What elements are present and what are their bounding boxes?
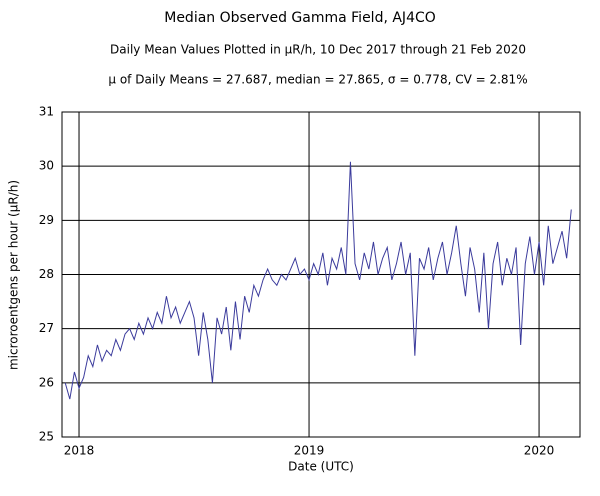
x-axis-label: Date (UTC) [288, 460, 354, 474]
chart-subtitle: Daily Mean Values Plotted in μR/h, 10 De… [110, 43, 526, 57]
y-tick-label: 26 [39, 375, 54, 389]
y-tick-label: 25 [39, 430, 54, 444]
y-tick-label: 29 [39, 213, 54, 227]
y-tick-label: 31 [39, 105, 54, 119]
x-tick-label: 2018 [64, 444, 95, 458]
data-line [64, 161, 572, 400]
stats-annotation: μ of Daily Means = 27.687, median = 27.8… [108, 73, 527, 87]
x-tick-label: 2020 [524, 444, 555, 458]
y-tick-label: 27 [39, 321, 54, 335]
y-tick-label: 30 [39, 159, 54, 173]
chart-title: Median Observed Gamma Field, AJ4CO [164, 10, 436, 26]
y-tick-label: 28 [39, 267, 54, 281]
x-tick-label: 2019 [294, 444, 325, 458]
y-axis-label: microroentgens per hour (μR/h) [7, 180, 21, 370]
